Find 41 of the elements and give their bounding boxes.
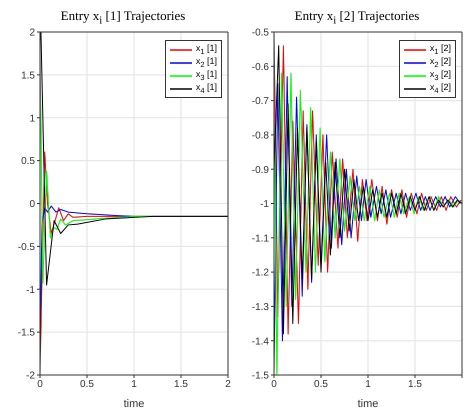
x-tick-label: 2 xyxy=(225,379,232,390)
y-tick-label: -1.2 xyxy=(252,268,270,279)
y-tick-label: -0.6 xyxy=(252,62,270,73)
legend-label: x$_{3}$ [2] xyxy=(430,69,451,82)
y-tick-label: -0.5 xyxy=(18,242,36,253)
legend-label: x$_{1}$ [2] xyxy=(430,43,451,56)
x-tick-label: 0 xyxy=(37,379,44,390)
y-tick-label: 0 xyxy=(29,199,36,210)
legend-label: x$_{4}$ [1] xyxy=(196,82,217,95)
y-tick-label: -1.1 xyxy=(252,233,270,244)
legend-label: x$_{1}$ [1] xyxy=(196,43,217,56)
x-axis-title: time xyxy=(124,398,144,410)
legend-label: x$_{4}$ [2] xyxy=(430,82,451,95)
y-tick-label: -0.9 xyxy=(252,164,270,176)
x-tick-label: 1 xyxy=(131,379,138,390)
y-tick-label: -0.8 xyxy=(252,130,270,142)
x-tick-label: 1.5 xyxy=(174,379,188,390)
y-tick-label: 1 xyxy=(29,113,36,124)
y-tick-label: -1 xyxy=(260,199,270,210)
chart-title: Entry x$_{i}$ [2] Trajectories xyxy=(294,8,420,27)
y-tick-label: -1.5 xyxy=(18,328,36,339)
y-tick-label: -1.5 xyxy=(252,370,270,382)
y-tick-label: 2 xyxy=(29,28,36,39)
y-tick-label: -1.4 xyxy=(252,336,270,348)
y-tick-label: 1.5 xyxy=(21,70,36,82)
chart-title: Entry x$_{i}$ [1] Trajectories xyxy=(60,8,186,27)
y-tick-label: -0.5 xyxy=(252,28,270,39)
y-tick-label: -1 xyxy=(26,284,36,296)
x-tick-label: 0 xyxy=(271,379,278,390)
legend-label: x$_{2}$ [2] xyxy=(430,56,451,69)
x-tick-label: 0.5 xyxy=(314,379,328,390)
y-tick-label: -2 xyxy=(26,370,36,382)
y-tick-label: 0.5 xyxy=(21,156,36,168)
y-tick-label: -1.3 xyxy=(252,302,270,313)
y-tick-label: -0.7 xyxy=(252,96,270,108)
x-tick-label: 1 xyxy=(365,379,372,390)
legend-label: x$_{2}$ [1] xyxy=(196,56,217,69)
x-axis-title: time xyxy=(358,398,378,410)
x-tick-label: 0.5 xyxy=(80,379,94,390)
x-tick-label: 1.5 xyxy=(408,379,422,390)
legend-label: x$_{3}$ [1] xyxy=(196,69,217,82)
